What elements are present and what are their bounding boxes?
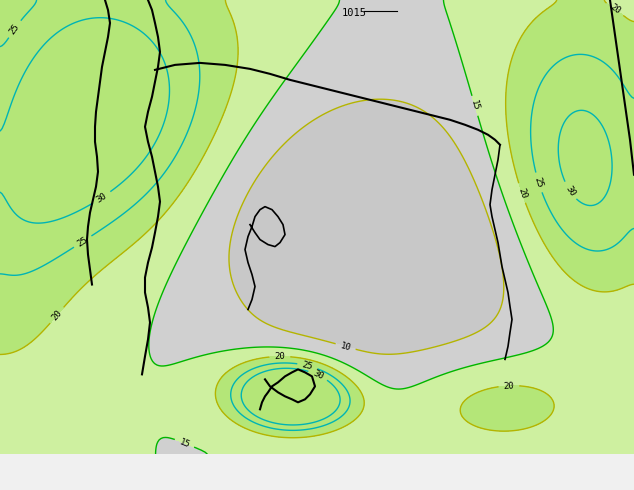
Text: 20: 20 xyxy=(161,475,174,485)
Text: 15: 15 xyxy=(141,475,154,485)
Text: 20: 20 xyxy=(503,381,514,391)
Text: 20: 20 xyxy=(608,2,622,16)
Text: Isotachs 10m (mph): Isotachs 10m (mph) xyxy=(3,475,115,485)
Text: 30: 30 xyxy=(311,368,325,381)
Text: 80: 80 xyxy=(395,475,408,485)
Text: 30: 30 xyxy=(563,184,576,198)
Text: 20: 20 xyxy=(516,186,528,199)
Text: Isotachs (mph) [mph] ECMWF: Isotachs (mph) [mph] ECMWF xyxy=(3,458,188,471)
Text: 15: 15 xyxy=(178,437,191,449)
Text: 45: 45 xyxy=(259,475,271,485)
Text: 90: 90 xyxy=(434,475,446,485)
Text: 85: 85 xyxy=(415,475,427,485)
Text: 25: 25 xyxy=(533,176,545,189)
Text: 15: 15 xyxy=(469,99,481,112)
Text: 20: 20 xyxy=(275,352,285,361)
Text: 25: 25 xyxy=(75,235,89,248)
Text: 50: 50 xyxy=(278,475,290,485)
Text: 20: 20 xyxy=(50,308,64,322)
Text: 30: 30 xyxy=(95,191,109,204)
Text: 1015: 1015 xyxy=(342,8,367,18)
Text: 25: 25 xyxy=(181,475,193,485)
Text: 30: 30 xyxy=(200,475,212,485)
Text: 25: 25 xyxy=(301,360,314,371)
Text: 60: 60 xyxy=(317,475,330,485)
Text: 35: 35 xyxy=(219,475,232,485)
Text: 70: 70 xyxy=(356,475,368,485)
Text: 55: 55 xyxy=(297,475,310,485)
Text: 75: 75 xyxy=(375,475,388,485)
Text: 40: 40 xyxy=(239,475,252,485)
Text: 25: 25 xyxy=(8,22,22,36)
Text: ©weatheronline.co.uk: ©weatheronline.co.uk xyxy=(506,475,631,485)
Text: 10: 10 xyxy=(339,341,352,352)
Text: 10: 10 xyxy=(122,475,134,485)
Text: Su 05-05-2024 00:00 UTC (06+90): Su 05-05-2024 00:00 UTC (06+90) xyxy=(410,458,631,471)
Text: 65: 65 xyxy=(337,475,349,485)
